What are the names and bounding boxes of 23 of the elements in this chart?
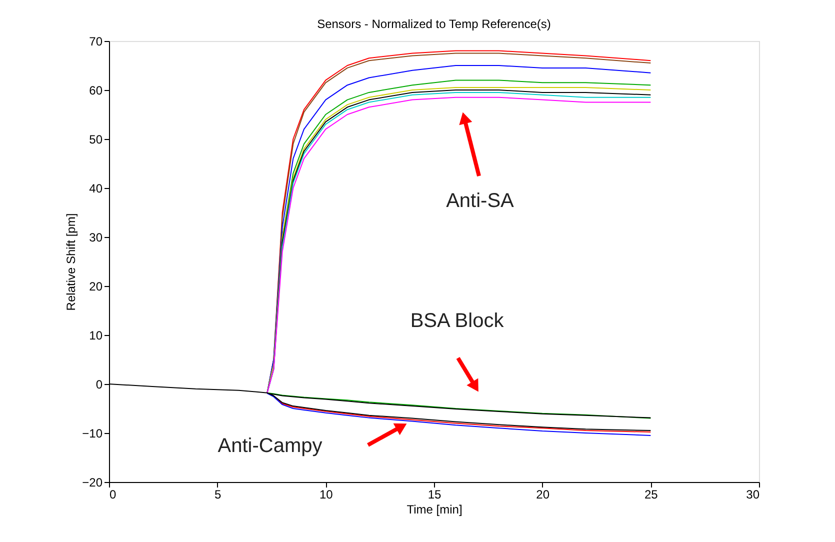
y-tick-label: −20 bbox=[82, 476, 103, 490]
y-tick-label: 40 bbox=[89, 182, 103, 196]
x-tick-label: 5 bbox=[214, 488, 222, 502]
y-axis-title: Relative Shift [pm] bbox=[64, 213, 78, 311]
y-tick-label: 0 bbox=[96, 378, 103, 392]
y-tick-label: 50 bbox=[89, 132, 103, 146]
y-tick-label: 10 bbox=[89, 328, 103, 342]
annotation: BSA Block bbox=[410, 310, 505, 332]
chart-title: Sensors - Normalized to Temp Reference(s) bbox=[317, 17, 551, 31]
x-tick-label: 30 bbox=[746, 488, 760, 502]
x-tick-label: 0 bbox=[110, 488, 116, 502]
y-tick-label: 60 bbox=[89, 84, 103, 98]
annotation: Anti-SA bbox=[446, 190, 515, 212]
y-tick-label: −10 bbox=[82, 426, 103, 440]
x-tick-label: 20 bbox=[536, 488, 550, 502]
y-tick-label: 20 bbox=[89, 280, 103, 294]
annotation: Anti-Campy bbox=[218, 435, 322, 457]
x-tick-label: 15 bbox=[428, 488, 442, 502]
y-tick-label: 30 bbox=[89, 230, 103, 244]
x-axis-title: Time [min] bbox=[406, 502, 462, 516]
x-tick-label: 10 bbox=[319, 488, 334, 502]
x-tick-label: 25 bbox=[644, 488, 658, 502]
y-tick-label: 70 bbox=[89, 34, 103, 48]
